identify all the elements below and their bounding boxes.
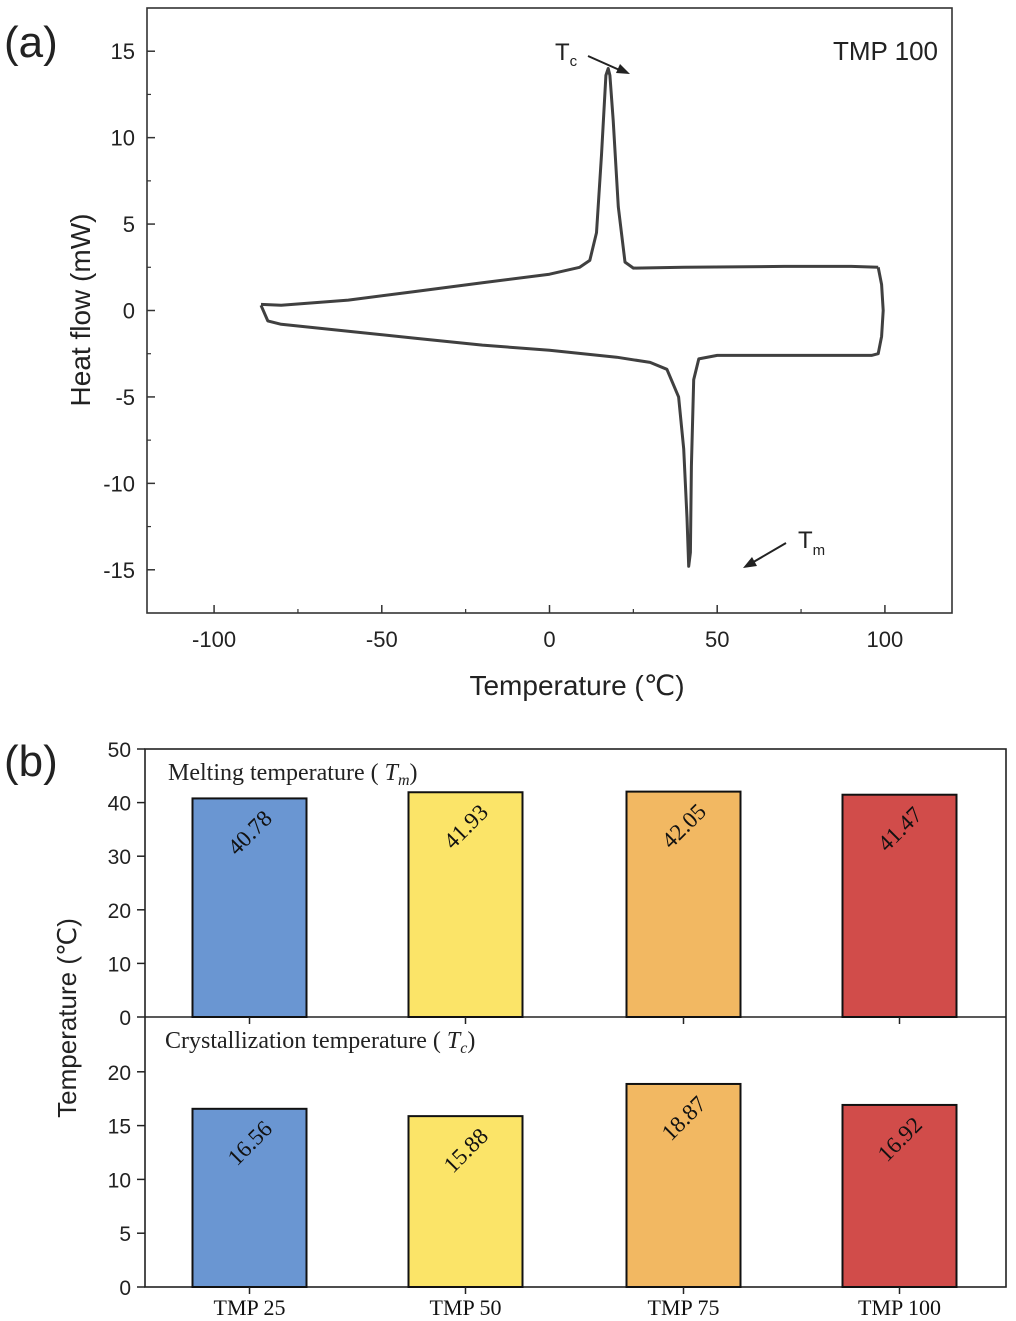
- melting-y-tick-label: 40: [108, 793, 131, 816]
- crystallization-y-tick-label: 0: [119, 1277, 131, 1300]
- tm-annotation: Tm: [743, 527, 825, 568]
- tm-label: Tm: [798, 527, 825, 559]
- tc-arrowhead: [616, 64, 630, 74]
- bar-y-axis-label: Temperature (℃): [52, 918, 82, 1118]
- crystallization-bar: [191, 1107, 308, 1289]
- dsc-sample-label: TMP 100: [833, 36, 938, 66]
- melting-bar: [407, 791, 524, 1018]
- dsc-y-tick-label: 5: [123, 212, 135, 237]
- melting-y-tick-label: 30: [108, 846, 131, 869]
- dsc-x-tick-label: 0: [543, 627, 555, 652]
- dsc-y-tick-label: 0: [123, 299, 135, 324]
- melting-title: Melting temperature ( Tm): [168, 760, 418, 789]
- dsc-plot-frame: [146, 7, 953, 614]
- crystallization-title: Crystallization temperature ( Tc): [165, 1028, 475, 1057]
- melting-bar: [191, 797, 308, 1018]
- category-label: TMP 100: [858, 1295, 941, 1320]
- melting-y-tick-label: 20: [108, 900, 131, 923]
- tm-arrow: [749, 542, 787, 565]
- dsc-cooling-curve: [260, 67, 879, 307]
- tm-arrowhead: [743, 557, 757, 568]
- crystallization-bar: [407, 1115, 524, 1289]
- category-label: TMP 25: [214, 1295, 286, 1320]
- category-label: TMP 50: [430, 1295, 502, 1320]
- tc-label: Tc: [555, 39, 578, 70]
- dsc-x-tick-label: 50: [705, 627, 729, 652]
- dsc-y-tick-label: -5: [115, 385, 135, 410]
- dsc-y-tick-label: -10: [103, 471, 135, 496]
- crystallization-bar: [625, 1082, 742, 1288]
- crystallization-y-tick-label: 5: [119, 1223, 131, 1246]
- dsc-y-tick-label: 10: [111, 126, 135, 151]
- category-label: TMP 75: [648, 1295, 720, 1320]
- dsc-x-tick-label: -100: [192, 627, 236, 652]
- melting-y-tick-label: 10: [108, 953, 131, 976]
- dsc-y-tick-label: 15: [111, 39, 135, 64]
- dsc-heating-curve: [259, 267, 885, 568]
- bar-chart-frame: [144, 748, 1007, 1288]
- melting-y-tick-label: 50: [108, 739, 131, 762]
- crystallization-y-tick-label: 15: [108, 1116, 131, 1139]
- panel-b-label: (b): [4, 737, 58, 786]
- crystallization-y-tick-label: 10: [108, 1169, 131, 1192]
- melting-y-tick-label: 0: [119, 1007, 131, 1030]
- dsc-y-tick-label: -15: [103, 558, 135, 583]
- melting-bar: [625, 790, 742, 1018]
- melting-bar: [841, 793, 958, 1019]
- dsc-x-tick-label: -50: [366, 627, 398, 652]
- crystallization-y-tick-label: 20: [108, 1062, 131, 1085]
- tc-annotation: Tc: [555, 39, 630, 74]
- dsc-y-axis-label: Heat flow (mW): [65, 214, 96, 407]
- dsc-x-axis-label: Temperature (℃): [469, 670, 684, 701]
- crystallization-bar: [841, 1103, 958, 1288]
- panel-a-label: (a): [4, 18, 58, 67]
- dsc-x-tick-label: 100: [867, 627, 904, 652]
